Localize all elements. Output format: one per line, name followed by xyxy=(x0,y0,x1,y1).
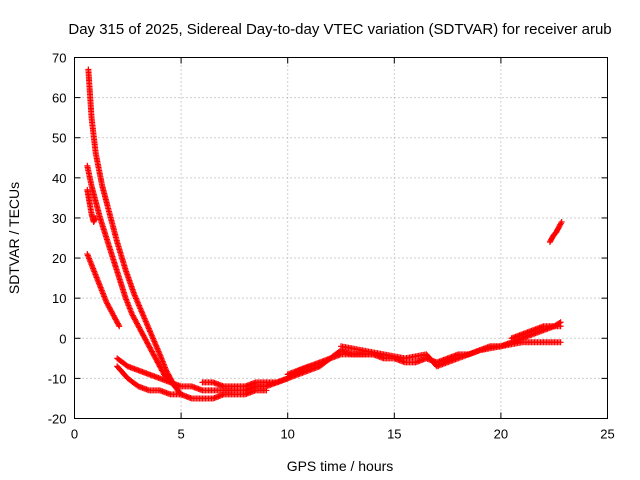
data-point xyxy=(115,321,122,328)
data-point xyxy=(92,214,99,221)
data-point xyxy=(557,319,564,326)
series-arc-4 xyxy=(84,251,123,330)
grid xyxy=(74,57,608,419)
plot-frame xyxy=(74,57,608,419)
data-point xyxy=(263,387,270,394)
y-tick-label: 40 xyxy=(52,171,66,186)
data-point xyxy=(557,220,564,227)
data-point xyxy=(557,339,564,346)
y-tick-label: 20 xyxy=(52,251,66,266)
series-arc-11 xyxy=(546,218,565,246)
y-tick-label: 10 xyxy=(52,291,66,306)
chart-title: Day 315 of 2025, Sidereal Day-to-day VTE… xyxy=(68,21,611,38)
axis-ticks: 0 5 10 15 20 25 -20 -10 0 10 20 30 40 50 60 70 xyxy=(48,51,615,442)
y-axis-label: SDTVAR / TECUs xyxy=(6,182,22,294)
series-arc-2 xyxy=(84,162,174,386)
y-tick-label: -10 xyxy=(48,371,67,386)
data-marks xyxy=(84,66,565,402)
y-tick-label: 30 xyxy=(52,211,66,226)
series-arc-1 xyxy=(85,66,185,398)
x-tick-label: 25 xyxy=(600,427,614,442)
x-tick-label: 0 xyxy=(71,427,78,442)
data-point xyxy=(116,323,123,330)
y-tick-label: 0 xyxy=(59,331,66,346)
x-tick-label: 10 xyxy=(280,427,294,442)
series-arc-6 xyxy=(114,363,270,402)
x-tick-label: 15 xyxy=(387,427,401,442)
data-point xyxy=(92,216,99,223)
x-tick-label: 20 xyxy=(494,427,508,442)
series-arc-3 xyxy=(84,186,99,225)
x-tick-label: 5 xyxy=(177,427,184,442)
y-tick-label: 50 xyxy=(52,131,66,146)
series-arc-10 xyxy=(508,319,564,342)
x-axis-label: GPS time / hours xyxy=(287,458,394,474)
data-point xyxy=(556,320,563,327)
y-tick-label: 70 xyxy=(52,51,66,66)
y-tick-label: -20 xyxy=(48,412,67,427)
data-point xyxy=(558,218,565,225)
y-tick-label: 60 xyxy=(52,91,66,106)
series-arc-9 xyxy=(338,339,564,370)
